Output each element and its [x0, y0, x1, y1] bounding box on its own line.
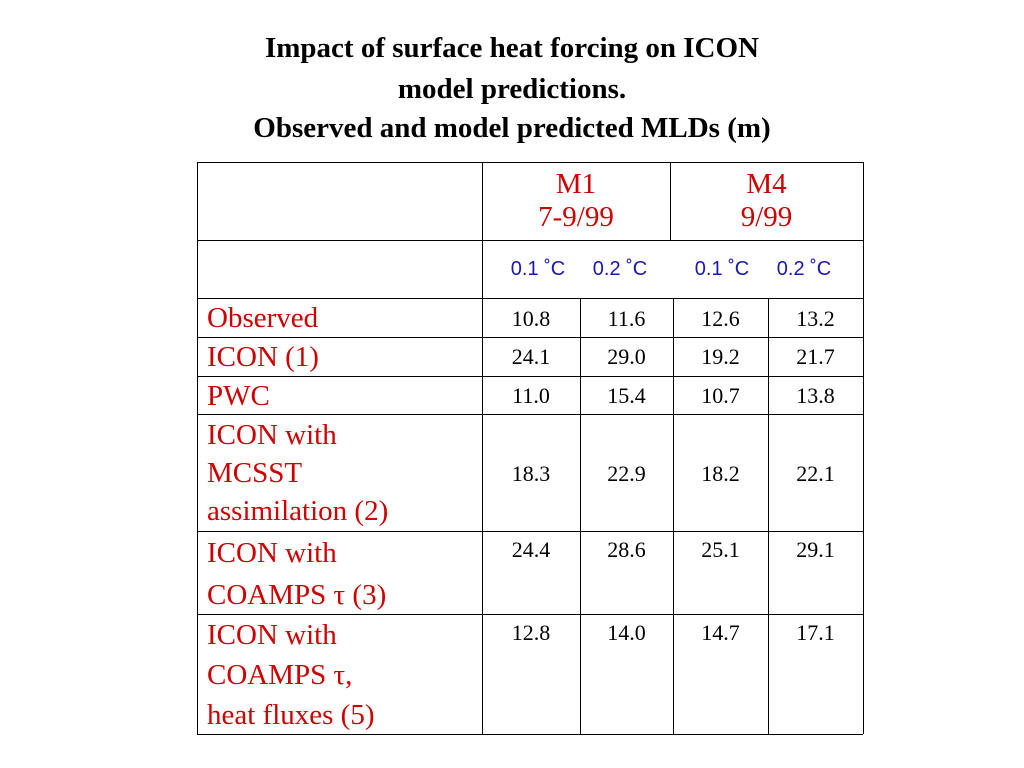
table-line-col-3 [673, 298, 674, 734]
table-line-group-header [197, 240, 863, 241]
title-line-2: model predictions. [397, 73, 627, 105]
table-cell: 24.1 [511, 344, 551, 369]
table-cell: 29.0 [607, 344, 646, 369]
table-cell: 18.3 [511, 461, 551, 486]
row-label-icon-coamps-fluxes: ICON with COAMPS τ, heat fluxes (5) [207, 619, 375, 731]
subheader-col-1: 0.1 ˚C [510, 258, 566, 280]
row-label-observed: Observed [207, 302, 319, 334]
table-line-label-col [482, 162, 483, 734]
table-line-row-4 [197, 531, 863, 532]
table-cell: 18.2 [701, 461, 740, 486]
table-border-bottom [197, 734, 863, 735]
row-label-icon-mcsst: ICON with MCSST assimilation (2) [207, 419, 389, 527]
table-cell: 10.8 [511, 306, 551, 331]
table-cell: 22.9 [607, 461, 646, 486]
table-cell: 11.6 [607, 306, 646, 331]
group-dates: 9/99 [740, 201, 793, 233]
table-cell: 14.7 [701, 620, 740, 645]
table-cell: 28.6 [607, 537, 646, 562]
table-cell: 17.1 [796, 620, 835, 645]
table-cell: 19.2 [701, 344, 740, 369]
table-cell: 12.8 [511, 620, 551, 645]
table-line-row-3 [197, 414, 863, 415]
table-line-row-5 [197, 614, 863, 615]
row-label-icon-1: ICON (1) [207, 341, 319, 373]
group-header-m1: M1 7-9/99 [482, 168, 670, 234]
title-line-3: Observed and model predicted MLDs (m) [253, 112, 771, 144]
group-name: M1 [555, 168, 597, 200]
table-cell: 14.0 [607, 620, 646, 645]
table-cell: 13.8 [796, 383, 835, 408]
table-cell: 29.1 [796, 537, 835, 562]
table-line-col-2 [580, 298, 581, 734]
title-line-1: Impact of surface heat forcing on ICON [264, 32, 760, 64]
table-cell: 15.4 [607, 383, 646, 408]
table-cell: 25.1 [701, 537, 740, 562]
group-dates: 7-9/99 [538, 201, 614, 233]
table-line-row-1 [197, 337, 863, 338]
table-line-col-4 [768, 298, 769, 734]
group-name: M4 [746, 168, 787, 200]
table-cell: 13.2 [796, 306, 835, 331]
table-cell: 10.7 [701, 383, 740, 408]
table-border-left [197, 162, 198, 734]
table-border-top [197, 162, 863, 163]
table-line-subheader [197, 298, 863, 299]
subheader-col-3: 0.1 ˚C [694, 258, 750, 280]
subheader-col-4: 0.2 ˚C [776, 258, 832, 280]
group-header-m4: M4 9/99 [670, 168, 863, 234]
row-label-icon-coamps-tau: ICON with COAMPS τ (3) [207, 537, 387, 611]
table-line-row-2 [197, 376, 863, 377]
table-cell: 11.0 [512, 383, 550, 408]
table-cell: 24.4 [511, 537, 551, 562]
table-cell: 12.6 [701, 306, 740, 331]
table-border-right [863, 162, 864, 734]
table-line-group-divider [670, 162, 671, 240]
subheader-col-2: 0.2 ˚C [592, 258, 648, 280]
table-cell: 21.7 [796, 344, 835, 369]
table-cell: 22.1 [796, 461, 835, 486]
row-label-pwc: PWC [207, 380, 270, 412]
